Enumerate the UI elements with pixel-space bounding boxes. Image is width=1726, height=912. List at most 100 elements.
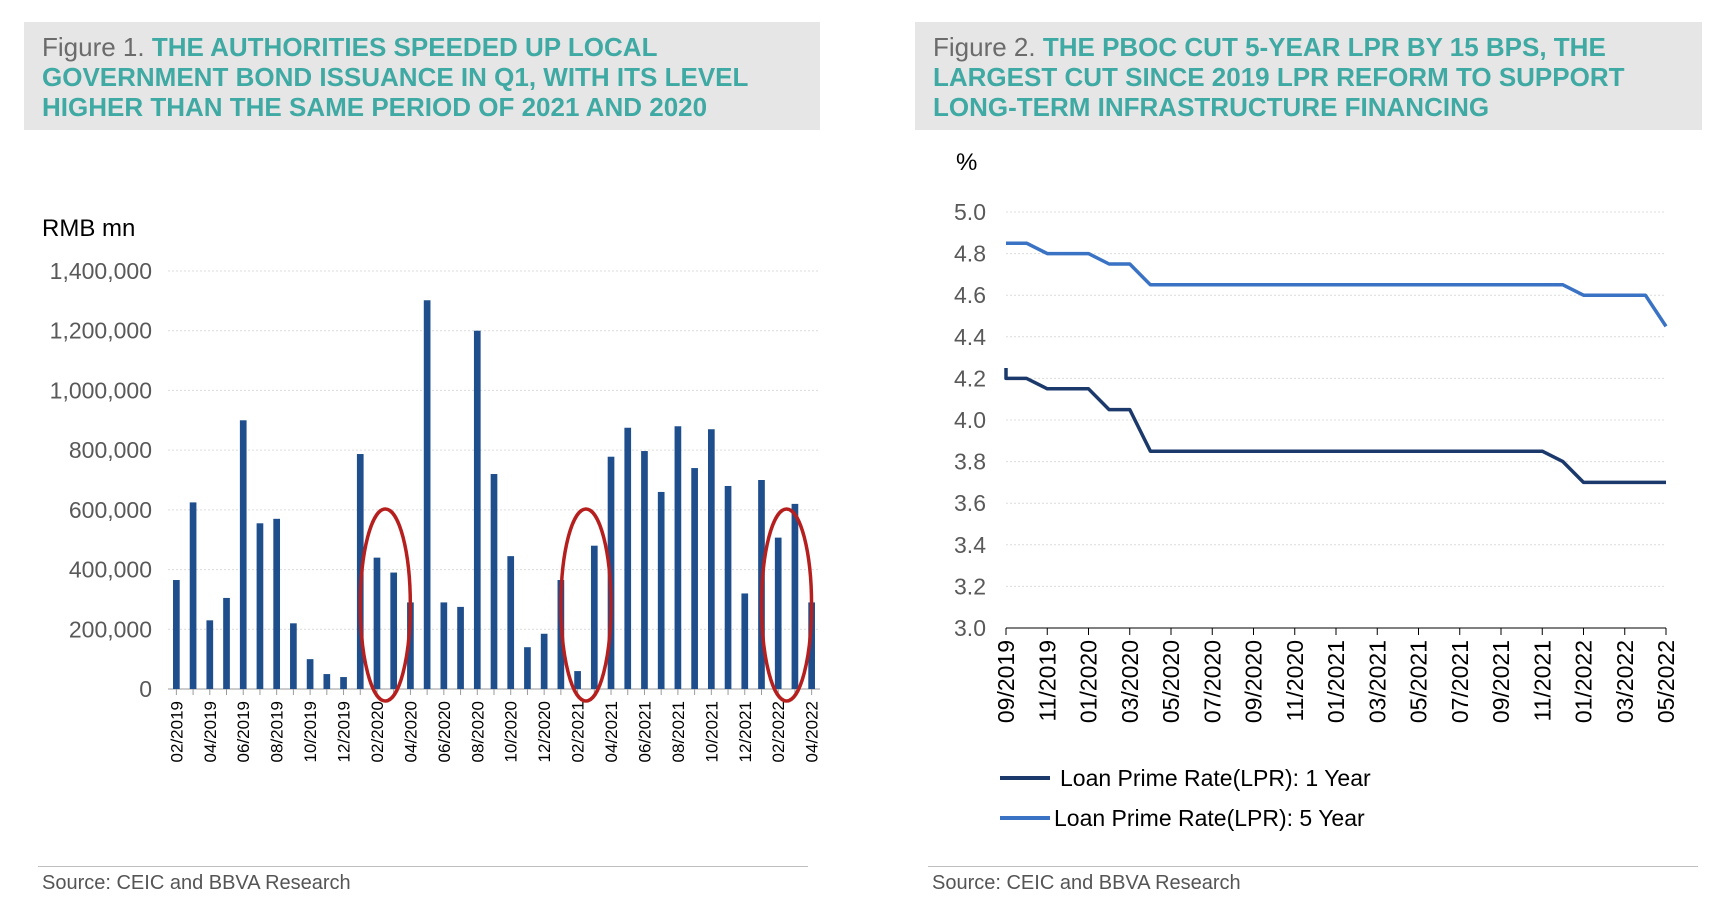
x-tick-label: 03/2020 — [1117, 640, 1143, 723]
bar — [206, 620, 214, 689]
x-tick-label: 04/2019 — [201, 701, 220, 762]
y-tick-label: 3.0 — [954, 615, 986, 641]
bar — [340, 677, 347, 689]
x-tick-label: 03/2022 — [1612, 640, 1638, 723]
bar — [440, 602, 448, 689]
figure-2-source-rule — [928, 866, 1698, 867]
y-axis-ticks: 0 200,000 400,000 600,000 800,000 1,000,000 1,… — [50, 258, 152, 702]
y-tick-label: 5.0 — [954, 199, 986, 225]
x-tick-label: 05/2021 — [1406, 640, 1432, 723]
bar — [691, 468, 698, 689]
bar — [507, 556, 515, 689]
x-tick-label: 04/2020 — [401, 701, 420, 762]
x-tick-label: 01/2022 — [1571, 640, 1597, 723]
bar — [641, 451, 648, 689]
y-tick-label: 0 — [139, 676, 152, 702]
series-lines — [1004, 241, 1668, 485]
x-tick-label: 08/2019 — [268, 701, 287, 762]
bar — [323, 674, 331, 689]
bar — [407, 602, 414, 689]
gridlines — [1006, 211, 1666, 629]
figure-2-panel: Figure 2. THE PBOC CUT 5-YEAR LPR BY 15 … — [890, 0, 1726, 912]
bar — [173, 580, 180, 689]
bar — [473, 330, 481, 689]
y-axis-ticks: 3.0 3.2 3.4 3.6 3.8 4.0 4.2 4.4 4.6 4.8 5.0 — [954, 199, 986, 641]
y-tick-label: 3.6 — [954, 490, 986, 516]
y-tick-label: 4.6 — [954, 282, 986, 308]
bar — [574, 671, 581, 689]
y-tick-label: 4.8 — [954, 241, 986, 267]
bar — [306, 659, 314, 689]
figure-2-source: Source: CEIC and BBVA Research — [932, 872, 1241, 894]
y-tick-label: 1,400,000 — [50, 258, 152, 284]
x-tick-label: 03/2021 — [1364, 640, 1390, 723]
x-tick-label: 06/2020 — [435, 701, 454, 762]
bar — [590, 545, 598, 689]
bar — [657, 491, 665, 689]
x-tick-label: 12/2020 — [535, 701, 554, 762]
x-tick-label: 04/2022 — [803, 701, 822, 762]
y-tick-label: 600,000 — [69, 497, 152, 523]
x-tick-label: 09/2020 — [1241, 640, 1267, 723]
x-tick-label: 01/2021 — [1323, 640, 1349, 723]
figure-1-source-rule — [38, 866, 808, 867]
bar — [791, 503, 799, 689]
y-tick-label: 1,200,000 — [50, 318, 152, 344]
y-tick-label: 3.4 — [954, 532, 986, 558]
y-tick-label: 800,000 — [69, 437, 152, 463]
bar — [624, 427, 632, 689]
x-tick-label: 11/2021 — [1529, 640, 1555, 721]
bar — [540, 633, 548, 689]
series-line-1y — [1004, 368, 1666, 485]
figure-2-title: THE PBOC CUT 5-YEAR LPR BY 15 BPS, THE L… — [933, 32, 1625, 122]
legend-label: Loan Prime Rate(LPR): 5 Year — [1054, 805, 1365, 831]
bar — [239, 420, 247, 689]
legend: Loan Prime Rate(LPR): 1 Year Loan Prime R… — [1000, 765, 1371, 831]
y-tick-label: 4.4 — [954, 324, 986, 350]
highlight-circle — [759, 507, 814, 703]
bar — [524, 647, 531, 689]
lpr-line-chart: % 3.0 3.2 3.4 3.6 3.8 4.0 4.2 4.4 4.6 4.8 5.0 09/2… — [954, 149, 1679, 831]
bar — [290, 623, 297, 689]
y-axis-unit-label: % — [956, 149, 977, 176]
bar — [490, 474, 498, 689]
x-tick-label: 07/2020 — [1199, 640, 1225, 723]
x-tick-label: 11/2020 — [1282, 640, 1308, 721]
x-tick-label: 01/2020 — [1076, 640, 1102, 723]
legend-label: Loan Prime Rate(LPR): 1 Year — [1060, 765, 1371, 791]
figure-1-title: THE AUTHORITIES SPEEDED UP LOCAL GOVERNM… — [42, 32, 748, 122]
y-tick-label: 1,000,000 — [50, 377, 152, 403]
x-tick-label: 02/2020 — [368, 701, 387, 762]
bar — [273, 518, 281, 689]
y-tick-label: 3.2 — [954, 573, 986, 599]
y-tick-label: 200,000 — [69, 616, 152, 642]
x-tick-label: 07/2021 — [1447, 640, 1473, 723]
x-tick-label: 02/2022 — [769, 701, 788, 762]
x-tick-label: 12/2021 — [736, 701, 755, 762]
highlight-circle — [559, 507, 613, 703]
y-tick-label: 4.0 — [954, 407, 986, 433]
bond-issuance-bar-chart: RMB mn 0 200,000 400,000 600,000 800,000 1,00… — [42, 215, 822, 762]
figure-1-panel: Figure 1. THE AUTHORITIES SPEEDED UP LOC… — [0, 0, 850, 912]
bar — [390, 572, 398, 689]
x-tick-label: 06/2021 — [635, 701, 654, 762]
x-tick-label: 10/2020 — [502, 701, 521, 762]
bars — [173, 300, 815, 689]
highlight-circle — [358, 507, 413, 703]
y-tick-label: 4.2 — [954, 365, 986, 391]
y-axis-unit-label: RMB mn — [42, 215, 135, 242]
figure-1-header: Figure 1. THE AUTHORITIES SPEEDED UP LOC… — [24, 22, 820, 130]
figure-1-number: Figure 1. — [42, 32, 145, 62]
bar — [223, 597, 230, 689]
x-axis: 09/2019 11/2019 01/2020 03/2020 05/2020 07/20… — [993, 628, 1679, 723]
x-tick-label: 04/2021 — [602, 701, 621, 762]
x-tick-label: 02/2021 — [569, 701, 588, 762]
figure-2-number: Figure 2. — [933, 32, 1036, 62]
bar — [724, 485, 732, 689]
highlight-circles — [358, 507, 814, 703]
x-tick-label: 11/2019 — [1034, 640, 1060, 721]
x-tick-label: 08/2020 — [468, 701, 487, 762]
bar — [674, 426, 682, 689]
bar — [774, 537, 782, 689]
bar — [808, 602, 815, 689]
